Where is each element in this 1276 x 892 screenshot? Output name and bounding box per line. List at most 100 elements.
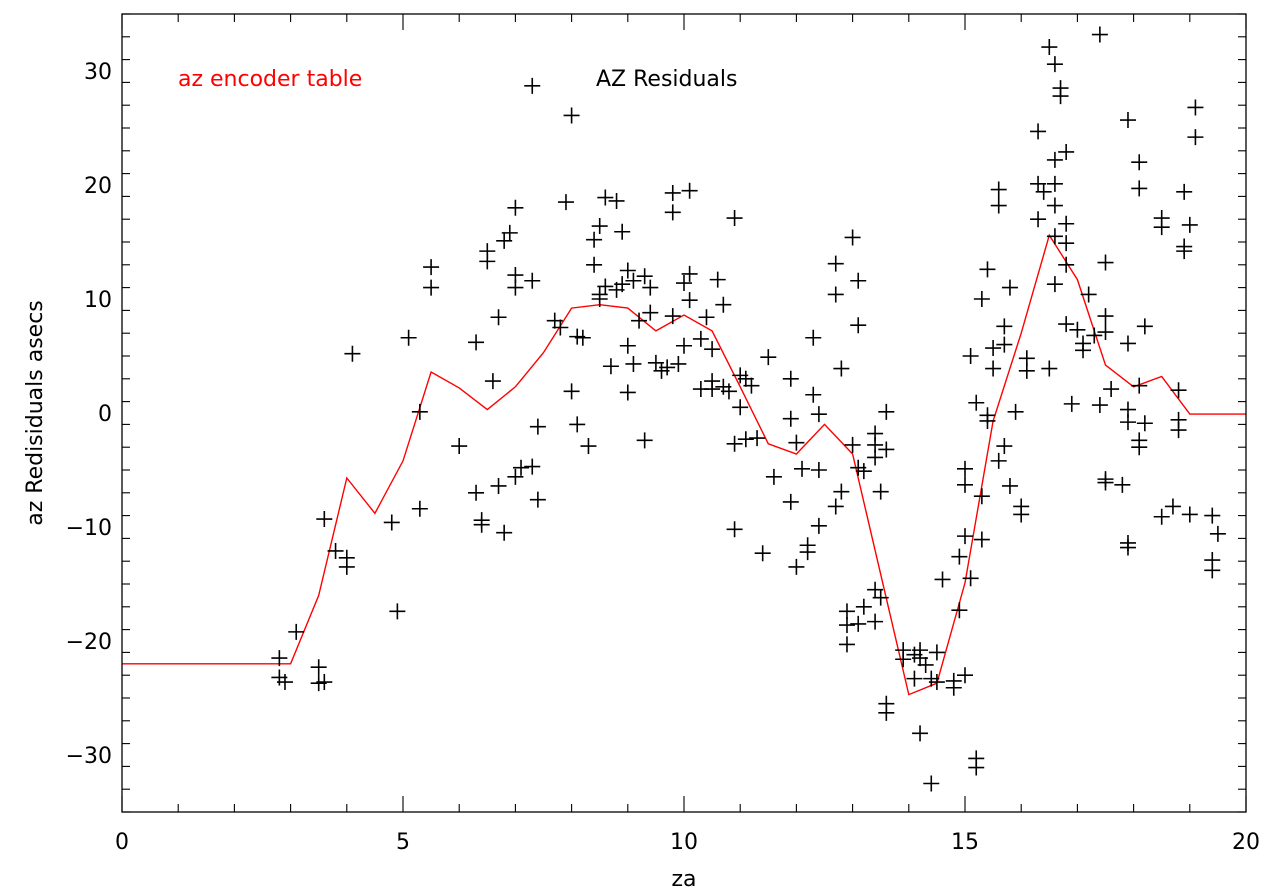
y-axis-label: az Redisiduals asecs bbox=[23, 300, 48, 526]
residual-point bbox=[1086, 327, 1103, 344]
residual-point bbox=[389, 603, 406, 620]
residual-point bbox=[855, 463, 872, 480]
residual-point bbox=[1018, 362, 1035, 379]
residual-point bbox=[810, 517, 827, 534]
residual-point bbox=[597, 189, 614, 206]
residual-point bbox=[957, 528, 973, 545]
residual-point bbox=[327, 542, 344, 559]
residual-point bbox=[945, 672, 962, 689]
residual-point bbox=[810, 406, 827, 423]
residual-point bbox=[557, 194, 574, 211]
residual-point bbox=[484, 373, 501, 390]
residual-point bbox=[344, 345, 361, 362]
residual-point bbox=[501, 224, 518, 241]
residual-point bbox=[838, 603, 855, 620]
residual-point bbox=[423, 259, 440, 276]
residual-point bbox=[507, 199, 524, 216]
residual-point bbox=[619, 337, 636, 354]
residual-point bbox=[1131, 154, 1148, 171]
y-tick-label: 10 bbox=[84, 288, 112, 313]
residual-point bbox=[726, 435, 743, 452]
x-tick-label: 0 bbox=[115, 830, 129, 855]
x-tick-label: 10 bbox=[670, 830, 698, 855]
residual-point bbox=[833, 360, 850, 377]
residual-point bbox=[664, 308, 681, 325]
residual-point bbox=[563, 383, 580, 400]
residual-point bbox=[602, 358, 619, 375]
x-tick-label: 5 bbox=[396, 830, 410, 855]
residual-point bbox=[636, 432, 653, 449]
residual-point bbox=[715, 296, 732, 313]
line-series-layer bbox=[122, 233, 1246, 696]
residual-point bbox=[973, 291, 990, 307]
residual-point bbox=[1046, 56, 1063, 73]
residual-point bbox=[996, 438, 1013, 455]
residual-point bbox=[726, 521, 743, 538]
residual-point bbox=[1058, 235, 1075, 252]
residual-point bbox=[827, 255, 844, 272]
residual-point bbox=[1001, 477, 1018, 494]
residual-point bbox=[507, 279, 524, 296]
residual-point bbox=[917, 656, 934, 673]
residual-point bbox=[625, 355, 642, 372]
residual-point bbox=[1063, 395, 1080, 412]
residual-point bbox=[985, 340, 1002, 357]
residual-point bbox=[681, 265, 698, 282]
residual-point bbox=[990, 197, 1007, 214]
y-tick-label: −10 bbox=[66, 516, 112, 541]
residual-point bbox=[1097, 324, 1114, 341]
residual-point bbox=[524, 77, 541, 94]
tick-labels-layer: 0 5 10 15 20 −30 −20 −10 0 10 20 30 bbox=[66, 60, 1260, 855]
residual-point bbox=[619, 384, 636, 401]
residual-point bbox=[552, 319, 569, 336]
y-tick-label: 0 bbox=[98, 402, 112, 427]
residual-point bbox=[1181, 216, 1198, 233]
residual-point bbox=[720, 383, 737, 400]
residual-point bbox=[1058, 256, 1075, 273]
residual-point bbox=[990, 452, 1007, 469]
residual-point bbox=[597, 278, 614, 295]
residual-point bbox=[580, 438, 597, 455]
residual-point bbox=[973, 488, 990, 505]
residual-point bbox=[692, 330, 709, 347]
residual-point bbox=[1091, 397, 1108, 414]
residual-point bbox=[838, 617, 855, 634]
residual-point bbox=[524, 458, 541, 475]
residual-point bbox=[957, 667, 973, 684]
residual-point bbox=[788, 434, 805, 451]
residual-point bbox=[636, 268, 653, 285]
residual-point bbox=[496, 524, 513, 541]
residual-point bbox=[316, 674, 333, 691]
residual-point bbox=[676, 337, 692, 354]
residual-point bbox=[1119, 539, 1136, 556]
residual-point bbox=[1187, 99, 1204, 116]
residual-point bbox=[754, 545, 771, 562]
residual-point bbox=[704, 341, 721, 358]
residual-point bbox=[1030, 211, 1047, 228]
residual-point bbox=[962, 348, 979, 364]
y-tick-label: 30 bbox=[84, 60, 112, 85]
residual-point bbox=[681, 182, 698, 199]
residual-point bbox=[664, 204, 681, 221]
plot-frame bbox=[121, 13, 1247, 813]
residual-point bbox=[591, 218, 608, 235]
residual-point bbox=[1131, 439, 1148, 456]
x-axis-label: za bbox=[671, 867, 696, 892]
residual-point bbox=[968, 759, 985, 776]
residual-point bbox=[810, 462, 827, 478]
residual-point bbox=[423, 279, 440, 296]
residual-point bbox=[878, 441, 895, 458]
y-tick-label: 20 bbox=[84, 174, 112, 199]
residual-point bbox=[957, 476, 973, 493]
residual-point bbox=[867, 613, 884, 630]
residual-point bbox=[985, 360, 1002, 377]
residual-point bbox=[1164, 498, 1181, 515]
residual-point bbox=[850, 272, 867, 289]
residual-point bbox=[1046, 228, 1063, 245]
residual-point bbox=[743, 377, 760, 394]
residual-point bbox=[659, 359, 676, 376]
residual-point bbox=[316, 511, 333, 528]
residual-point bbox=[844, 229, 861, 246]
residual-point bbox=[490, 477, 507, 494]
